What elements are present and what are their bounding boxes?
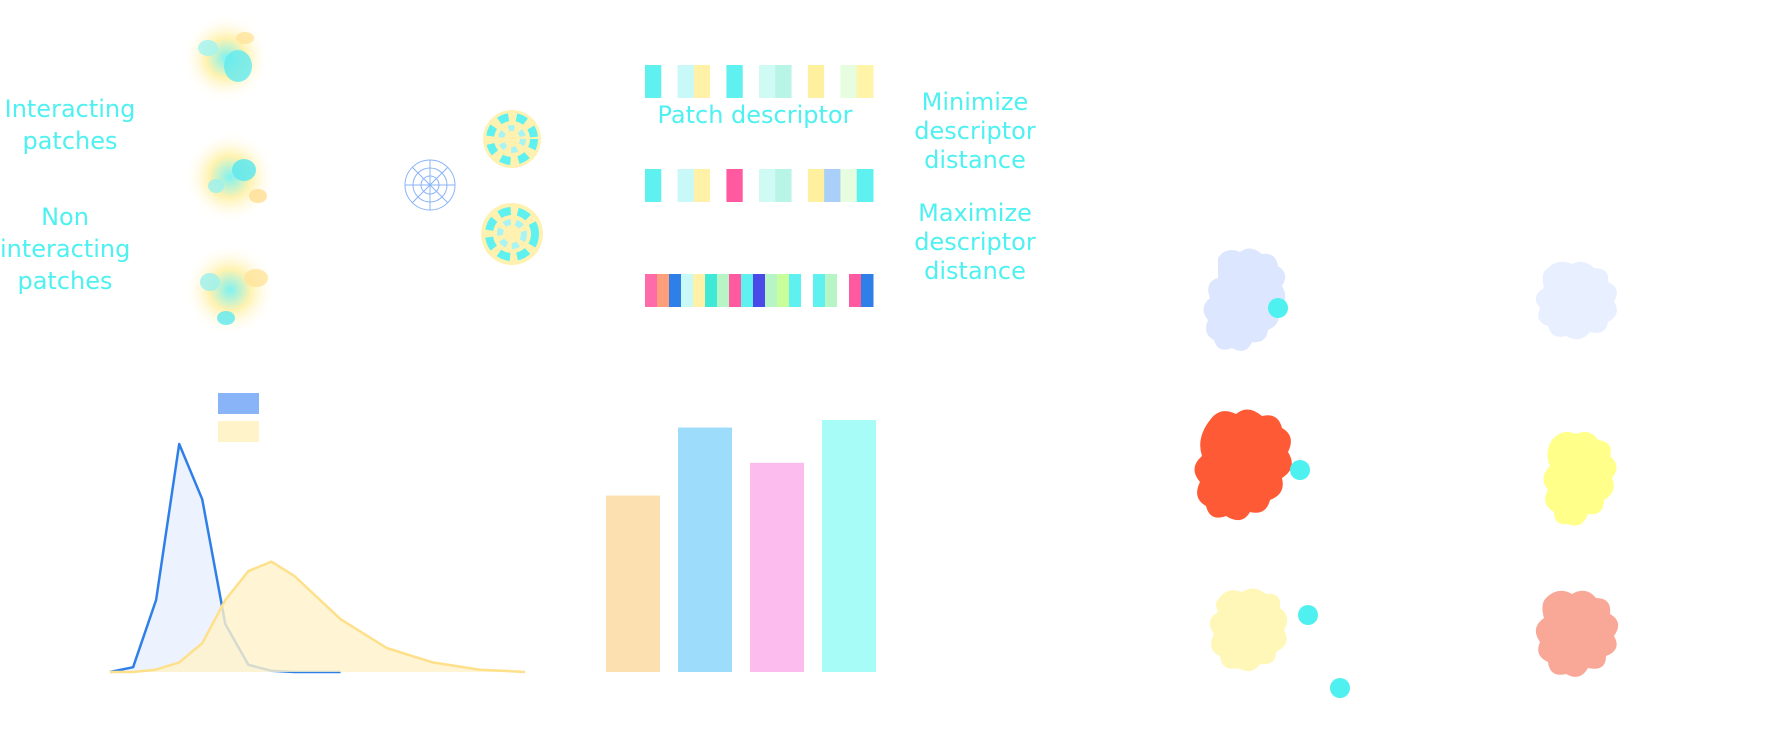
- protein-cream: [1209, 588, 1350, 698]
- interacting-patch-2: [184, 131, 276, 223]
- score-distribution-chart: [109, 393, 526, 674]
- descriptor-cell: [789, 274, 802, 307]
- protein-blue: [1203, 248, 1288, 351]
- descriptor-cell: [837, 274, 850, 307]
- polar-feature-ring-2: [481, 203, 543, 265]
- bar-1: [606, 495, 660, 672]
- descriptor-cell: [759, 65, 776, 98]
- interacting-patch-1: [182, 14, 270, 102]
- descriptor-cell: [717, 274, 730, 307]
- descriptor-cell: [681, 274, 694, 307]
- descriptor-cell: [677, 65, 695, 98]
- descriptor-cell: [825, 274, 838, 307]
- descriptor-cell: [824, 65, 841, 98]
- descriptor-cell: [693, 65, 711, 98]
- descriptor-cell: [741, 274, 754, 307]
- descriptor-cell: [705, 274, 718, 307]
- minimize-distance-label: Minimize descriptor distance: [914, 88, 1036, 174]
- performance-bar-chart: [606, 420, 876, 672]
- descriptor-cell: [669, 274, 682, 307]
- descriptor-cell: [710, 65, 727, 98]
- descriptor-cell: [742, 169, 760, 202]
- descriptor-cell: [645, 274, 658, 307]
- bar-3: [750, 462, 804, 672]
- descriptor-cell: [840, 65, 858, 98]
- descriptor-cell: [693, 274, 706, 307]
- descriptor-cell: [840, 169, 858, 202]
- descriptor-bar-interacting-2: [645, 169, 874, 202]
- protein-blue-light: [1535, 261, 1617, 340]
- interacting-patches-label: Interacting patches: [4, 95, 136, 155]
- descriptor-cell: [710, 169, 727, 202]
- descriptor-cell: [807, 65, 825, 98]
- descriptor-cell: [759, 169, 776, 202]
- maximize-distance-label: Maximize descriptor distance: [914, 199, 1036, 285]
- protein-salmon: [1535, 590, 1619, 677]
- descriptor-cell: [807, 169, 825, 202]
- descriptor-cell: [801, 274, 814, 307]
- descriptor-cell: [775, 65, 793, 98]
- descriptor-cell: [657, 274, 670, 307]
- polar-feature-ring-1: [483, 110, 541, 168]
- descriptor-cell: [677, 169, 695, 202]
- non-interacting-patches-label: Non interacting patches: [0, 203, 131, 295]
- descriptor-cell: [726, 65, 744, 98]
- polar-mesh-icon: [404, 159, 456, 211]
- protein-red: [1194, 409, 1310, 521]
- descriptor-cell: [661, 169, 679, 202]
- descriptor-cell: [777, 274, 790, 307]
- density-area-1: [110, 444, 341, 672]
- descriptor-cell: [791, 65, 809, 98]
- density-area-2: [110, 561, 525, 672]
- descriptor-cell: [824, 169, 841, 202]
- non-interacting-patch: [184, 244, 276, 336]
- descriptor-cell: [856, 169, 874, 202]
- descriptor-cell: [693, 169, 711, 202]
- bar-4: [822, 420, 876, 672]
- descriptor-bar-interacting-1: [645, 65, 874, 98]
- descriptor-cell: [645, 65, 662, 98]
- descriptor-cell: [856, 65, 874, 98]
- descriptor-cell: [726, 169, 744, 202]
- descriptor-cell: [849, 274, 862, 307]
- descriptor-bar-non-interacting: [645, 274, 874, 307]
- descriptor-cell: [742, 65, 760, 98]
- descriptor-cell: [661, 65, 679, 98]
- descriptor-cell: [791, 169, 809, 202]
- legend-swatch-1: [218, 393, 259, 414]
- legend-swatch-2: [218, 421, 259, 442]
- bar-2: [678, 427, 732, 672]
- descriptor-cell: [645, 169, 662, 202]
- descriptor-cell: [861, 274, 874, 307]
- descriptor-cell: [729, 274, 742, 307]
- descriptor-cell: [753, 274, 766, 307]
- protein-yellow: [1543, 432, 1617, 526]
- density-line-2: [110, 560, 526, 674]
- descriptor-cell: [813, 274, 826, 307]
- descriptor-cell: [775, 169, 793, 202]
- patch-descriptor-label: Patch descriptor: [657, 101, 853, 129]
- descriptor-cell: [765, 274, 778, 307]
